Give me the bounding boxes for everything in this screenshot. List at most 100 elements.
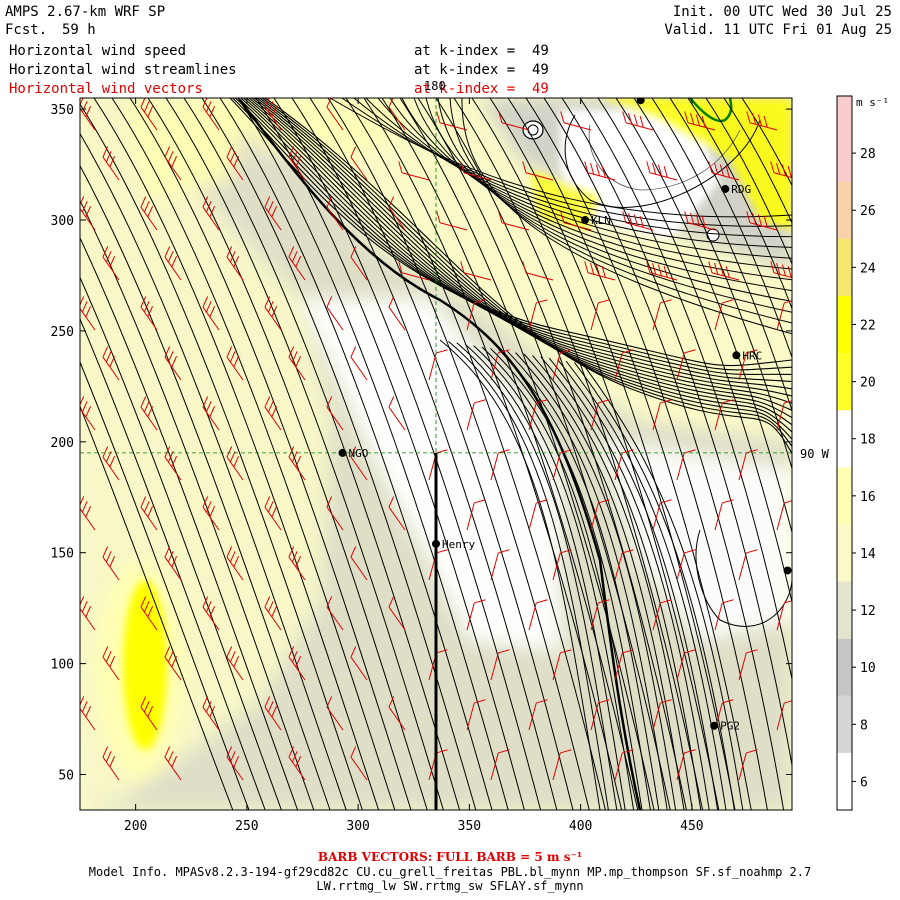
wind-barb <box>770 161 792 181</box>
streamline <box>565 360 727 810</box>
colorbar-band <box>837 295 852 354</box>
wind-barb <box>428 349 448 381</box>
wind-barb <box>590 699 610 731</box>
wind-barb <box>140 696 158 731</box>
wind-barb <box>738 549 758 581</box>
streamline <box>515 352 677 810</box>
streamline <box>687 98 792 311</box>
wind-barb <box>140 396 158 431</box>
station-label: PG2 <box>720 720 740 733</box>
ice-shelf-calm <box>560 110 720 240</box>
wind-barb <box>560 111 592 131</box>
terrain-contour <box>695 529 792 627</box>
wind-barb <box>226 646 244 681</box>
streamline <box>259 98 792 440</box>
wind-barb <box>202 296 220 331</box>
streamline <box>80 317 266 810</box>
wind-barb <box>652 399 672 431</box>
wind-barb <box>80 496 96 531</box>
colorbar-band <box>837 410 852 468</box>
model-title: AMPS 2.67-km WRF SP <box>5 4 166 20</box>
wind-barb <box>164 646 182 681</box>
wind-barb <box>388 296 406 331</box>
streamline <box>574 362 735 810</box>
wind-barb <box>140 296 158 331</box>
wind-barb <box>288 246 306 281</box>
streamline <box>456 342 618 810</box>
wind-barb <box>466 599 486 631</box>
wind-barb <box>326 196 344 231</box>
wind-barb <box>264 696 282 731</box>
wind-barb <box>776 499 792 531</box>
colorbar-band <box>837 96 852 182</box>
streamline <box>582 363 744 810</box>
wind-barb <box>102 346 120 381</box>
wind-barb <box>466 699 486 731</box>
wind-barb <box>738 349 758 381</box>
wind-barb <box>552 749 572 781</box>
wind-barb <box>498 211 530 231</box>
wind-barb <box>102 146 120 181</box>
streamline <box>615 98 792 535</box>
wind-barb <box>388 696 406 731</box>
valid-time: Valid. 11 UTC Fri 01 Aug 25 <box>664 22 892 38</box>
terrain-contour <box>588 124 741 191</box>
streamline <box>329 98 792 218</box>
streamline <box>705 98 792 266</box>
wind-barb <box>264 296 282 331</box>
wind-barb <box>490 549 510 581</box>
streamline <box>401 98 792 281</box>
colorbar-label: 20 <box>860 376 876 391</box>
wind-barb <box>264 396 282 431</box>
wind-barb <box>164 346 182 381</box>
streamline <box>506 350 668 810</box>
wind-barb <box>326 596 344 631</box>
streamline <box>327 98 590 810</box>
colorbar-band <box>837 467 852 525</box>
streamline <box>389 98 792 270</box>
wind-barb <box>801 647 819 682</box>
station-dot <box>338 448 347 457</box>
streamline <box>262 98 792 447</box>
streamline <box>201 98 477 810</box>
streamline <box>489 98 736 810</box>
wind-barb <box>288 446 306 481</box>
wind-barb <box>388 196 406 231</box>
streamline <box>183 98 461 810</box>
wind-barb <box>460 161 492 181</box>
field-name-streamlines: Horizontal wind streamlines <box>9 62 237 78</box>
axes: 200 250 300 350 400 450 50 100 150 200 250 300 350 <box>51 98 792 834</box>
wind-barb <box>350 446 368 481</box>
wind-barb <box>584 261 616 281</box>
station-dot <box>732 351 741 360</box>
wind-barb <box>560 211 592 231</box>
colorbar-label: 10 <box>860 661 876 676</box>
wind-barb <box>738 649 758 681</box>
y-tick-label: 150 <box>51 547 74 562</box>
streamline <box>165 98 444 810</box>
y-tick-label: 200 <box>51 436 74 451</box>
station-label: HRC <box>742 349 762 362</box>
forecast-hour: 59 h <box>62 22 96 38</box>
streamline <box>237 98 509 810</box>
colorbar-band <box>837 752 852 810</box>
field-level-streamlines: at k-index = 49 <box>414 62 549 78</box>
wind-barb <box>652 499 672 531</box>
streamline <box>413 98 792 292</box>
station-label: KLN <box>591 214 611 227</box>
wind-barb <box>350 346 368 381</box>
streamline <box>417 98 671 810</box>
wind-barb <box>490 449 510 481</box>
wind-barb <box>714 399 734 431</box>
streamline <box>243 98 792 397</box>
wind-barb <box>614 449 634 481</box>
wind-barb <box>202 696 220 731</box>
streamline <box>597 98 792 605</box>
wind-barb <box>584 161 616 181</box>
wind-barb <box>708 161 740 181</box>
colorbar-band <box>837 353 852 411</box>
wind-barb <box>770 261 792 281</box>
wind-barb <box>708 261 740 281</box>
wind-barb <box>552 349 572 381</box>
